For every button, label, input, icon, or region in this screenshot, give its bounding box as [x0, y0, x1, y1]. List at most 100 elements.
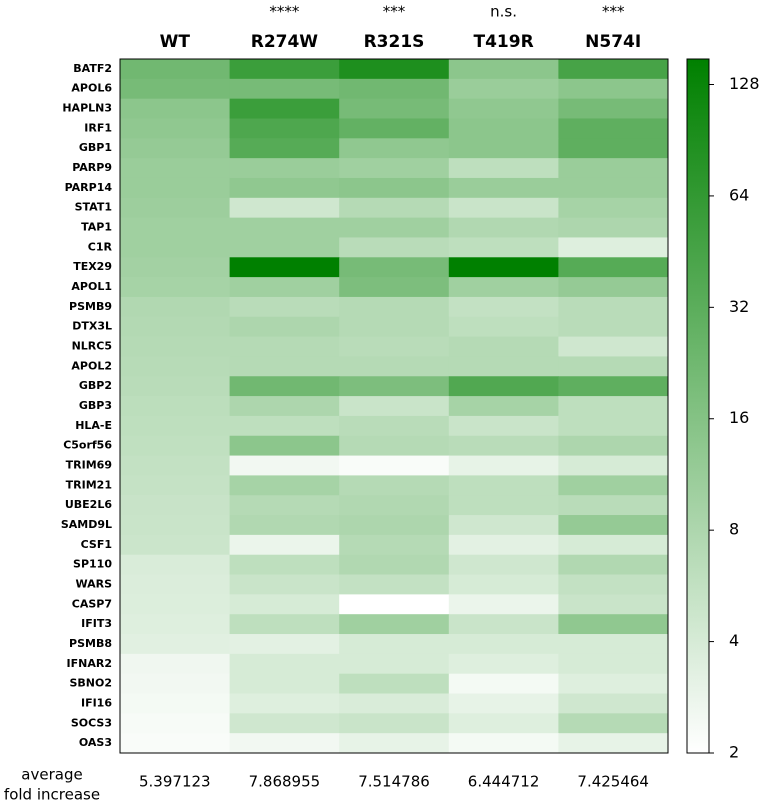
row-label: APOL1: [71, 280, 112, 293]
heatmap-cell: [229, 495, 340, 516]
heatmap-cell: [448, 158, 559, 179]
heatmap-cell: [339, 376, 450, 397]
heatmap-cell: [120, 415, 231, 437]
heatmap-cell: [448, 574, 559, 595]
row-label: STAT1: [75, 201, 112, 214]
heatmap-cell: [558, 594, 669, 615]
heatmap-cell: [448, 614, 559, 635]
row-label: SBNO2: [69, 677, 112, 690]
heatmap-cell: [448, 197, 559, 219]
heatmap-cell: [120, 177, 231, 199]
heatmap-cell: [558, 653, 669, 675]
heatmap-cell: [558, 138, 669, 159]
colorbar-tick-label: 32: [729, 297, 749, 316]
row-label: APOL2: [71, 359, 112, 372]
heatmap-cell: [339, 158, 450, 179]
heatmap-cell: [558, 713, 669, 734]
row-label: C5orf56: [63, 439, 112, 452]
heatmap-cell: [120, 296, 231, 318]
heatmap-cell: [120, 574, 231, 595]
heatmap-cell: [229, 59, 340, 80]
heatmap-cell: [229, 336, 340, 357]
heatmap-cell: [339, 495, 450, 516]
heatmap-cell: [558, 554, 669, 576]
heatmap-cell: [229, 197, 340, 219]
row-label: GBP3: [79, 399, 112, 412]
row-label: HLA-E: [75, 419, 112, 432]
significance-label: ***: [602, 3, 625, 21]
heatmap-cell: [558, 356, 669, 377]
heatmap-cell: [339, 197, 450, 219]
heatmap-cell: [339, 733, 450, 754]
heatmap-cell: [229, 257, 340, 278]
heatmap-cell: [339, 396, 450, 417]
heatmap-cell: [448, 237, 559, 258]
heatmap-cell: [120, 673, 231, 695]
footer-label: average: [21, 766, 82, 784]
heatmap-cell: [229, 396, 340, 417]
row-label: CASP7: [72, 597, 112, 610]
heatmap-cell: [558, 336, 669, 357]
colorbar-tick-label: 4: [729, 631, 739, 650]
row-label: SOCS3: [71, 716, 112, 729]
heatmap-cell: [558, 237, 669, 258]
heatmap-cell: [339, 673, 450, 695]
heatmap-cell: [558, 158, 669, 179]
heatmap-cell: [558, 277, 669, 298]
heatmap-cell: [448, 495, 559, 516]
heatmap-cell: [339, 237, 450, 258]
heatmap-cell: [558, 415, 669, 437]
heatmap-cell: [448, 376, 559, 397]
row-label: IFI16: [81, 696, 112, 709]
heatmap-cell: [448, 277, 559, 298]
heatmap-cell: [339, 475, 450, 496]
footer-label: fold increase: [4, 786, 100, 803]
heatmap-cell: [448, 733, 559, 754]
heatmap-cell: [558, 396, 669, 417]
heatmap-cell: [558, 634, 669, 655]
heatmap-cell: [448, 78, 559, 100]
heatmap-cell: [339, 138, 450, 159]
heatmap-cell: [339, 574, 450, 595]
significance-label: n.s.: [490, 3, 517, 21]
heatmap-cell: [229, 296, 340, 318]
heatmap-cell: [339, 78, 450, 100]
heatmap-cell: [229, 237, 340, 258]
row-label: BATF2: [73, 62, 112, 75]
heatmap-cell: [339, 594, 450, 615]
row-label: SAMD9L: [61, 518, 112, 531]
heatmap-cell: [558, 455, 669, 476]
heatmap-cell: [339, 554, 450, 576]
heatmap-cell: [448, 217, 559, 238]
column-label: WT: [160, 32, 191, 52]
heatmap-cell: [448, 594, 559, 615]
row-label: TAP1: [81, 221, 112, 234]
heatmap-cell: [229, 475, 340, 496]
heatmap-cell: [558, 376, 669, 397]
heatmap-cell: [339, 217, 450, 238]
heatmap-cell: [339, 336, 450, 357]
heatmap-cell: [120, 356, 231, 377]
row-label: APOL6: [71, 82, 112, 95]
heatmap-cell: [448, 396, 559, 417]
heatmap-cell: [448, 554, 559, 576]
heatmap-cell: [120, 138, 231, 159]
heatmap-cell: [120, 237, 231, 258]
row-label: TRIM69: [66, 458, 112, 471]
heatmap-cell: [120, 534, 231, 556]
heatmap-cell: [229, 356, 340, 377]
colorbar: [686, 58, 710, 754]
heatmap-cell: [558, 59, 669, 80]
heatmap-cell: [448, 693, 559, 714]
row-label: PSMB8: [69, 637, 112, 650]
heatmap-frame: [119, 58, 669, 754]
row-label: HAPLN3: [62, 102, 112, 115]
heatmap-cell: [448, 534, 559, 556]
heatmap-cell: [229, 554, 340, 576]
significance-label: ***: [383, 3, 406, 21]
heatmap-cell: [448, 296, 559, 318]
heatmap-cell: [558, 515, 669, 536]
heatmap-cell: [339, 356, 450, 377]
heatmap-cell: [339, 455, 450, 476]
heatmap-cell: [229, 415, 340, 437]
